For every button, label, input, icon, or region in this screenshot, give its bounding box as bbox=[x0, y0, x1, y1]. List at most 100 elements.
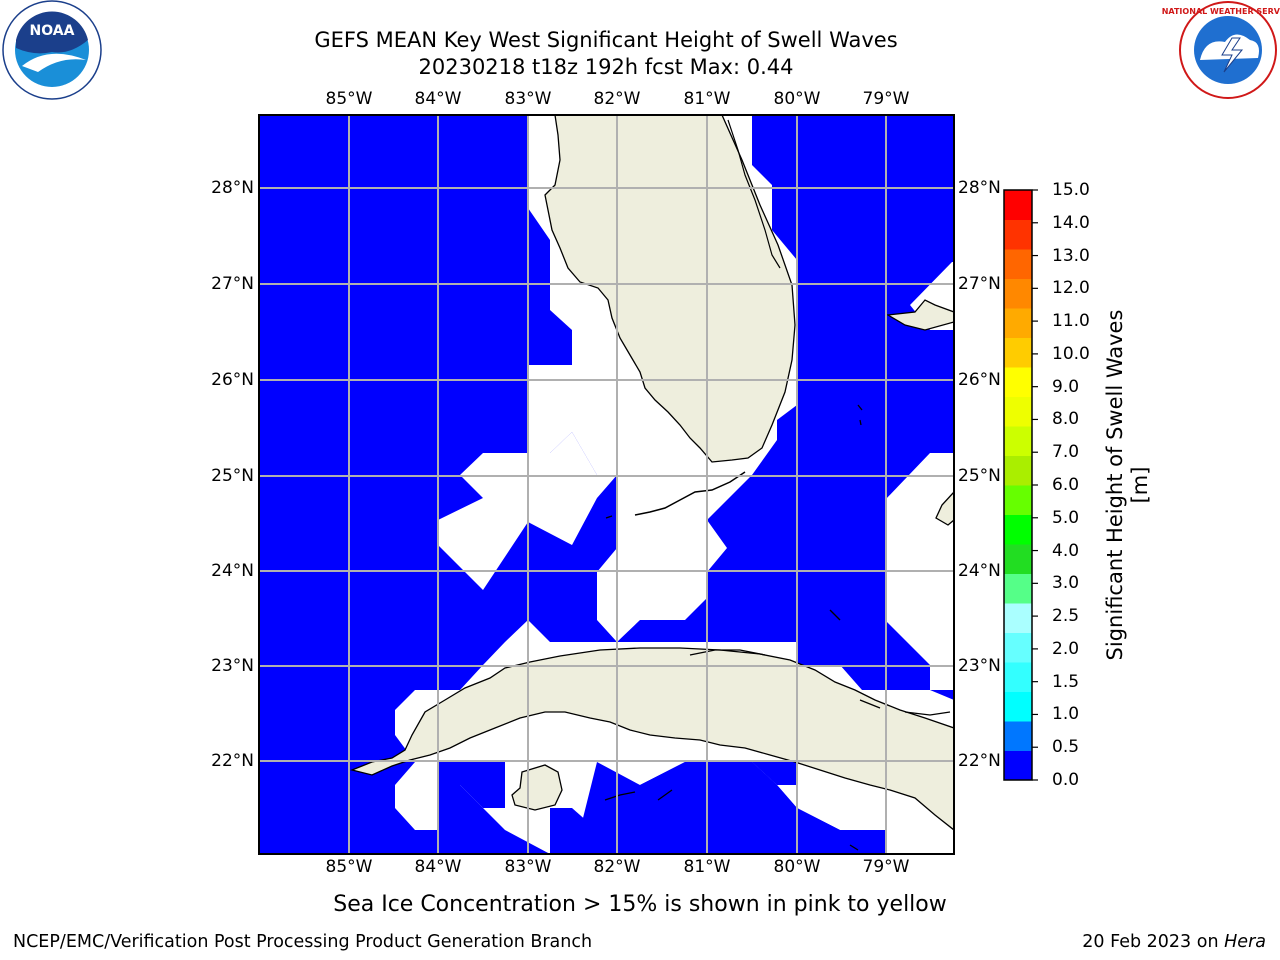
cuba-blue-pocket-b bbox=[550, 808, 597, 854]
isle-of-youth bbox=[511, 764, 563, 811]
colorbar-tick-label: 1.5 bbox=[1052, 671, 1080, 692]
chart-title: GEFS MEAN Key West Significant Height of… bbox=[314, 28, 898, 52]
lon-label-top: 80°W bbox=[773, 89, 821, 109]
lat-label-left: 24°N bbox=[211, 561, 254, 581]
colorbar-tick-label: 0.5 bbox=[1052, 737, 1080, 758]
lon-label-bottom: 79°W bbox=[862, 857, 910, 877]
colorbar-segment bbox=[1004, 721, 1032, 751]
lat-label-right: 28°N bbox=[958, 178, 1001, 198]
florida-lagoon bbox=[727, 119, 781, 269]
cuba-blue-pocket-d bbox=[752, 762, 797, 785]
colorbar-tick-label: 3.0 bbox=[1052, 573, 1080, 594]
bahamas-island-north bbox=[885, 299, 954, 331]
noaa-logo-text: NOAA bbox=[30, 23, 75, 39]
colorbar-tick-label: 12.0 bbox=[1052, 278, 1090, 299]
dry-tortugas bbox=[605, 515, 613, 519]
lon-label-bottom: 81°W bbox=[683, 857, 731, 877]
straits-nodata-region-west bbox=[438, 432, 597, 590]
lon-label-bottom: 83°W bbox=[504, 857, 552, 877]
colorbar-tick-label: 15.0 bbox=[1052, 180, 1090, 200]
lat-label-left: 23°N bbox=[211, 656, 254, 676]
cuba-north-cays bbox=[689, 649, 951, 716]
colorbar-segment bbox=[1004, 308, 1032, 338]
footer-date: 20 Feb 2023 on Hera bbox=[1082, 932, 1266, 952]
colorbar-segment bbox=[1004, 219, 1032, 250]
nws-logo: NATIONAL WEATHER SERVICE bbox=[1162, 1, 1280, 99]
lat-label-right: 23°N bbox=[958, 656, 1001, 676]
colorbar-tick-label: 10.0 bbox=[1052, 343, 1090, 364]
colorbar-label: Significant Height of Swell Waves [m] bbox=[1103, 309, 1152, 661]
colorbar-tick-label: 13.0 bbox=[1052, 245, 1090, 266]
lat-label-left: 26°N bbox=[211, 370, 254, 390]
colorbar-segment bbox=[1004, 632, 1032, 663]
colorbar-tick-label: 4.0 bbox=[1052, 540, 1080, 561]
colorbar-tick-label: 2.0 bbox=[1052, 638, 1080, 659]
cuba-south-cays bbox=[604, 789, 859, 851]
colorbar-tick-label: 6.0 bbox=[1052, 475, 1080, 495]
cuba-land bbox=[349, 647, 954, 831]
florida-keys bbox=[634, 471, 746, 516]
colorbar-tick-label: 9.0 bbox=[1052, 376, 1080, 397]
colorbar-segment bbox=[1004, 662, 1032, 692]
colorbar-segment bbox=[1004, 367, 1032, 397]
lon-label-bottom: 84°W bbox=[414, 857, 462, 877]
lon-label-bottom: 85°W bbox=[325, 857, 373, 877]
colorbar-segment bbox=[1004, 691, 1032, 722]
lon-label-top: 85°W bbox=[325, 89, 373, 109]
colorbar-tick-label: 8.0 bbox=[1052, 409, 1080, 430]
colorbar-tick-label: 0.0 bbox=[1052, 770, 1080, 790]
lat-label-left: 27°N bbox=[211, 274, 254, 294]
map-area bbox=[259, 115, 954, 854]
lon-label-top: 82°W bbox=[593, 89, 641, 109]
lat-label-right: 22°N bbox=[958, 751, 1001, 771]
lat-label-left: 25°N bbox=[211, 466, 254, 486]
map-frame bbox=[258, 114, 955, 855]
colorbar-segment bbox=[1004, 514, 1032, 545]
colorbar-segment bbox=[1004, 573, 1032, 604]
lon-label-bottom: 80°W bbox=[773, 857, 821, 877]
footer-credit: NCEP/EMC/Verification Post Processing Pr… bbox=[13, 932, 593, 952]
lat-label-right: 27°N bbox=[958, 274, 1001, 294]
footer-date-text: 20 Feb 2023 on bbox=[1082, 932, 1219, 952]
noaa-logo: NOAA bbox=[2, 0, 102, 100]
colorbar-segment bbox=[1004, 190, 1032, 220]
lon-label-top: 81°W bbox=[683, 89, 731, 109]
colorbar-segment bbox=[1004, 485, 1032, 515]
nws-logo-text: NATIONAL WEATHER SERVICE bbox=[1162, 7, 1280, 16]
footer-machine: Hera bbox=[1224, 932, 1266, 952]
florida-land bbox=[544, 115, 796, 463]
colorbar-tick-label: 11.0 bbox=[1052, 311, 1090, 332]
lat-label-left: 22°N bbox=[211, 751, 254, 771]
cuba-blue-pocket-a bbox=[460, 762, 505, 808]
graticule bbox=[259, 115, 954, 854]
colorbar bbox=[1003, 189, 1038, 781]
colorbar-segment bbox=[1004, 426, 1032, 456]
colorbar-segment bbox=[1004, 455, 1032, 486]
colorbar-segment bbox=[1004, 544, 1032, 574]
lat-label-left: 28°N bbox=[211, 178, 254, 198]
colorbar-tick-label: 1.0 bbox=[1052, 704, 1080, 725]
straits-nodata-region-east bbox=[597, 475, 752, 642]
lat-label-right: 25°N bbox=[958, 466, 1001, 486]
sea-ice-note: Sea Ice Concentration > 15% is shown in … bbox=[333, 892, 947, 917]
bahamas-island-east bbox=[935, 491, 954, 526]
colorbar-segment bbox=[1004, 750, 1032, 781]
colorbar-tick-label: 5.0 bbox=[1052, 507, 1080, 528]
bimini-island bbox=[857, 404, 863, 426]
colorbar-segment bbox=[1004, 278, 1032, 309]
colorbar-tick-label: 14.0 bbox=[1052, 212, 1090, 233]
andros-island bbox=[829, 609, 841, 621]
lat-label-right: 24°N bbox=[958, 561, 1001, 581]
lon-label-top: 84°W bbox=[414, 89, 462, 109]
colorbar-tick-label: 2.5 bbox=[1052, 606, 1080, 627]
colorbar-segment bbox=[1004, 396, 1032, 427]
cuba-blue-pocket-c bbox=[640, 762, 840, 854]
lon-label-bottom: 82°W bbox=[593, 857, 641, 877]
chart-subtitle: 20230218 t18z 192h fcst Max: 0.44 bbox=[418, 55, 794, 79]
colorbar-tick-label: 7.0 bbox=[1052, 442, 1080, 463]
colorbar-segment bbox=[1004, 337, 1032, 368]
lon-label-top: 79°W bbox=[862, 89, 910, 109]
lat-label-right: 26°N bbox=[958, 370, 1001, 390]
colorbar-segment bbox=[1004, 603, 1032, 633]
